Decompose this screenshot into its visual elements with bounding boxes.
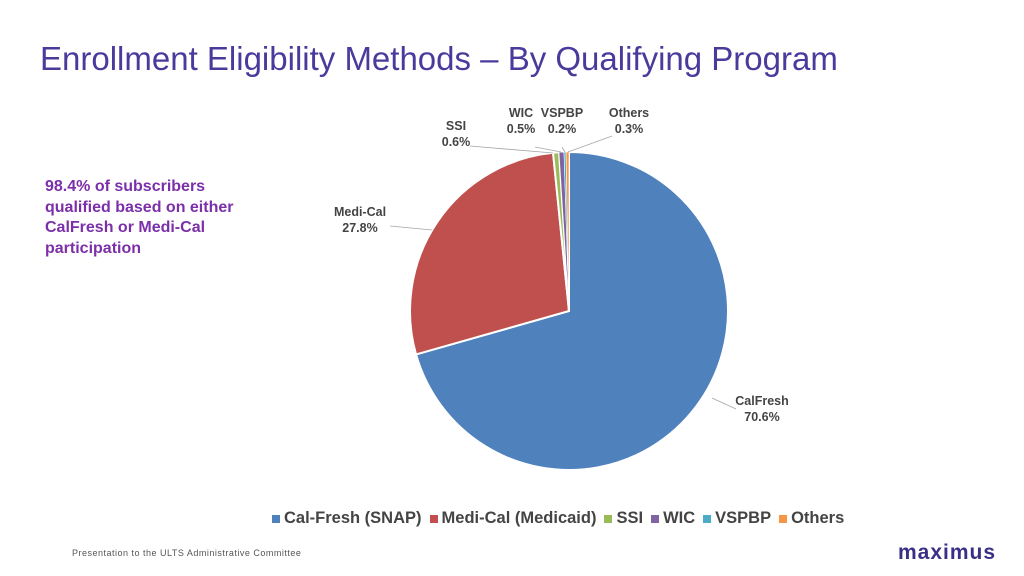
legend-item-vspbp: VSPBP [703,509,771,528]
footer-text: Presentation to the ULTS Administrative … [72,548,302,558]
legend-label-calfresh: Cal-Fresh (SNAP) [284,509,422,527]
leader-line-wic [534,146,562,153]
legend-swatch-others [779,514,788,523]
leader-line-calfresh [711,397,737,410]
legend-swatch-ssi [604,514,613,523]
callout-text: 98.4% of subscribers qualified based on … [45,178,234,257]
chart-legend: Cal-Fresh (SNAP) Medi-Cal (Medicaid) SSI… [272,509,852,528]
slice-label-others: Others [609,106,649,120]
legend-swatch-calfresh [272,514,280,523]
slice-value-ssi: 0.6% [442,135,471,149]
legend-swatch-vspbp [703,514,712,523]
legend-item-ssi: SSI [604,509,643,528]
legend-item-others: Others [779,509,844,528]
legend-item-medi-cal: Medi-Cal (Medicaid) [429,509,597,528]
legend-label-others: Others [791,509,845,527]
slice-label-ssi: SSI [446,119,466,133]
legend-label-vspbp: VSPBP [715,509,772,527]
pie-slice-medi-cal [409,151,571,356]
legend-label-ssi: SSI [616,509,644,527]
slice-label-calfresh: CalFresh [735,394,789,408]
leader-line-medi-cal [389,225,433,231]
pie-chart: CalFresh 70.6% Medi-Cal 27.8% SSI 0.6% WIC 0.5%… [334,106,789,471]
legend-swatch-wic [651,514,660,523]
slice-label-wic: WIC [509,106,533,120]
slice-value-wic: 0.5% [507,122,536,136]
slice-value-vspbp: 0.2% [548,122,577,136]
slice-value-calfresh: 70.6% [744,410,779,424]
slide-title: Enrollment Eligibility Methods – By Qual… [40,40,838,77]
legend-item-wic: WIC [651,509,695,528]
leader-line-vspbp [561,146,566,153]
slice-value-others: 0.3% [615,122,644,136]
maximus-logo: maximus [898,541,997,564]
legend-swatch-medi-cal [429,514,438,523]
slice-label-medi-cal: Medi-Cal [334,205,386,219]
legend-label-medi-cal: Medi-Cal (Medicaid) [441,509,597,527]
leader-line-others [567,135,613,153]
legend-label-wic: WIC [663,509,696,527]
slice-value-medi-cal: 27.8% [342,221,377,235]
legend-item-calfresh: Cal-Fresh (SNAP) [272,509,422,528]
slice-label-vspbp: VSPBP [541,106,583,120]
pie-slice-calfresh [414,150,729,471]
leader-line-ssi [469,145,554,154]
